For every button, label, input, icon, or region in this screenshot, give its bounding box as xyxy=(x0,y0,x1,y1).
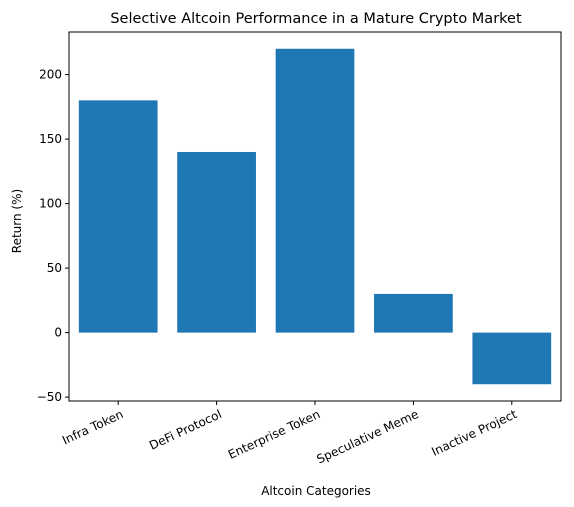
x-tick-label: Speculative Meme xyxy=(314,407,420,466)
chart-title: Selective Altcoin Performance in a Matur… xyxy=(110,11,522,27)
x-tick-label: DeFi Protocol xyxy=(147,407,224,453)
y-tick-label: 0 xyxy=(54,326,62,340)
plot-area: −50 0 50 100 150 200 Infra Token DeFi Protocol E… xyxy=(37,31,562,466)
bar-enterprise-token xyxy=(275,48,355,333)
x-tick-label: Enterprise Token xyxy=(226,407,322,462)
bar-defi-protocol xyxy=(177,151,256,333)
y-axis-label: Return (%) xyxy=(10,189,24,253)
x-tick-label: Inactive Project xyxy=(429,407,519,459)
y-tick-label: 200 xyxy=(39,68,62,82)
y-tick-label: −50 xyxy=(37,390,62,404)
x-axis-label: Altcoin Categories xyxy=(261,484,371,498)
y-tick-label: 100 xyxy=(39,197,62,211)
bar-inactive-project xyxy=(472,332,552,385)
x-tick-label: Infra Token xyxy=(60,407,125,447)
bar-infra-token xyxy=(78,100,158,333)
y-tick-label: 50 xyxy=(47,261,62,275)
y-tick-label: 150 xyxy=(39,132,62,146)
bar-speculative-meme xyxy=(374,293,453,333)
